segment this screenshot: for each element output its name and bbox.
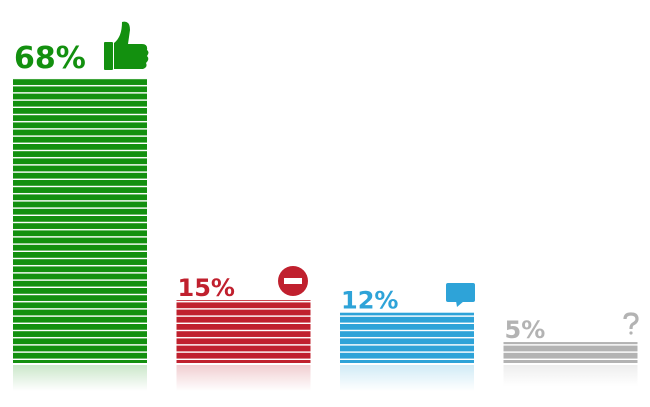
comment-icon xyxy=(446,283,475,307)
bar-reflection-fade xyxy=(13,365,147,391)
question-icon xyxy=(623,312,639,335)
value-label: 5% xyxy=(505,316,546,344)
bar-reflection-fade xyxy=(176,365,311,391)
bar-stripes xyxy=(13,78,147,363)
value-label: 12% xyxy=(341,287,398,315)
bar-stripes xyxy=(340,312,474,363)
value-label: 68% xyxy=(14,41,86,76)
minus-icon xyxy=(278,266,308,296)
bar-stripes xyxy=(503,342,638,363)
thumbs-up-icon xyxy=(104,21,149,70)
value-label: 15% xyxy=(178,274,235,302)
bar-reflection-fade xyxy=(503,365,638,386)
bar-stripes xyxy=(176,300,311,363)
bar-reflection-fade xyxy=(340,365,474,391)
